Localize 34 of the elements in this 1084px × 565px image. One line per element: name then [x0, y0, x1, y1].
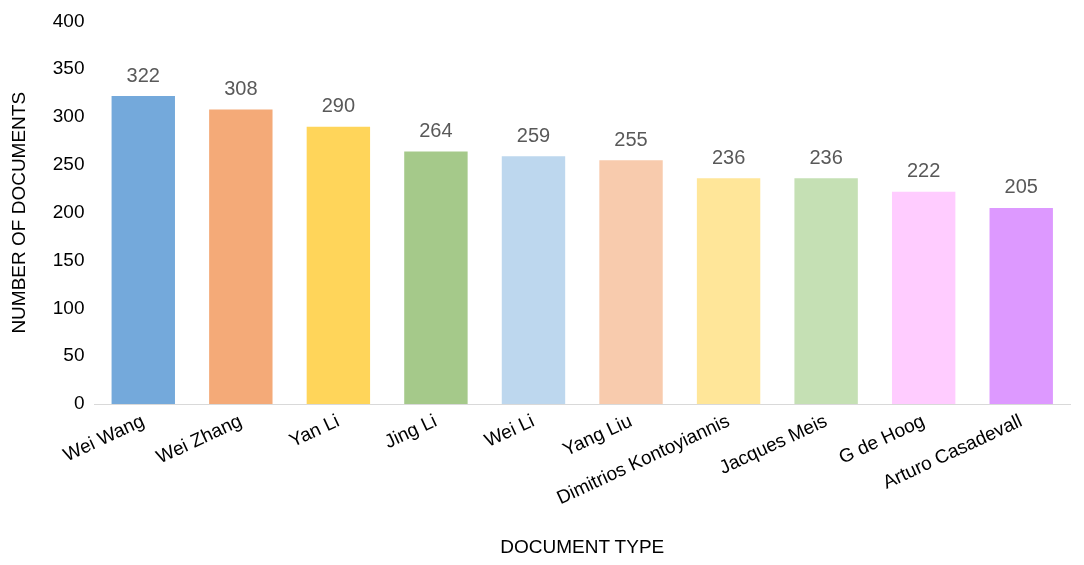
x-tick-label: Wei Li: [480, 409, 538, 451]
bar: [306, 126, 371, 405]
y-tick-label: 250: [52, 153, 85, 175]
y-tick-label: 300: [52, 105, 85, 127]
bar: [501, 156, 566, 405]
data-label: 264: [419, 119, 453, 142]
bar: [111, 96, 175, 405]
x-tick-label: Jing Li: [381, 409, 440, 453]
bar: [209, 109, 273, 405]
y-tick-label: 350: [52, 57, 85, 79]
data-label: 205: [1004, 175, 1038, 198]
data-label: 290: [321, 94, 356, 117]
bar: [696, 178, 761, 405]
x-tick-label: Wei Zhang: [152, 409, 245, 468]
y-axis-title: NUMBER OF DOCUMENTS: [7, 91, 29, 334]
y-tick-label: 50: [63, 344, 85, 366]
data-label: 236: [711, 145, 746, 168]
bar: [989, 207, 1053, 405]
y-tick-label: 100: [52, 296, 85, 318]
y-tick-label: 400: [52, 9, 85, 31]
bar: [404, 151, 468, 405]
data-label: 259: [516, 123, 551, 146]
data-label: 222: [906, 159, 941, 182]
data-label: 308: [224, 76, 258, 99]
data-label: 322: [126, 63, 160, 86]
x-tick-label: Yan Li: [285, 409, 343, 451]
data-label: 236: [809, 145, 843, 168]
bar: [599, 160, 663, 405]
bar: [794, 178, 858, 405]
y-tick-label: 150: [52, 248, 85, 270]
data-label: 255: [614, 127, 648, 150]
bar: [891, 191, 956, 405]
y-tick-label: 200: [52, 200, 85, 222]
x-axis-title: DOCUMENT TYPE: [500, 535, 665, 557]
